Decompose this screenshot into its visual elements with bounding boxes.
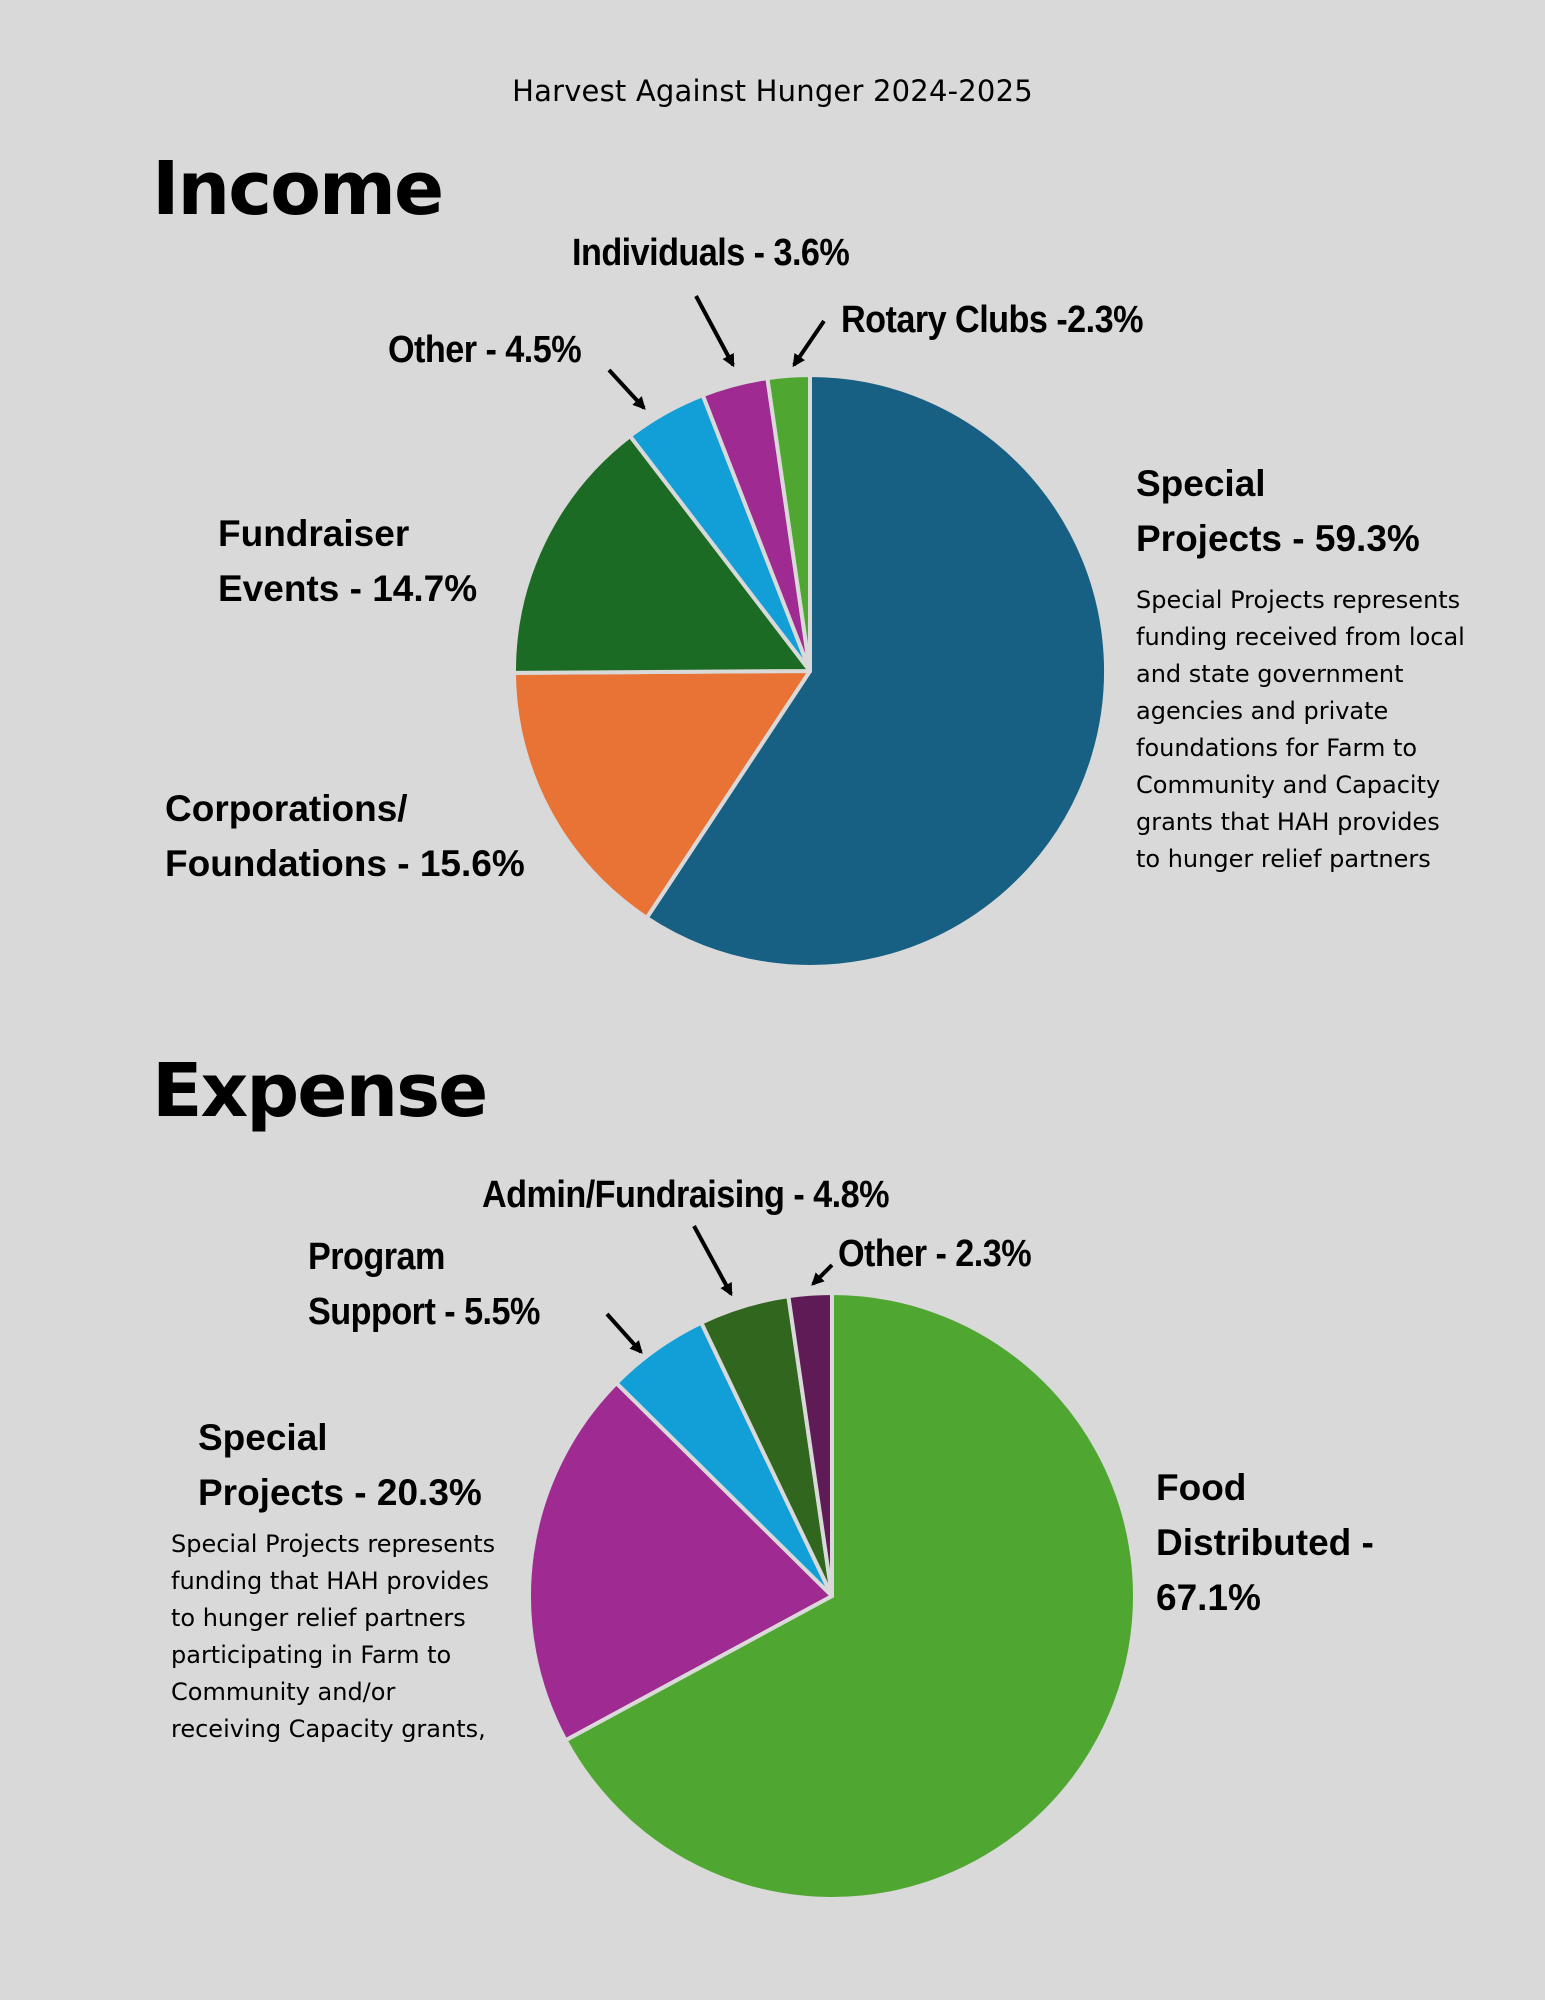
note-line: funding that HAH provides: [171, 1567, 489, 1595]
note-line: Special Projects represents: [171, 1530, 496, 1558]
expense-slice-other: [786, 1291, 834, 1598]
income-label-special-projects-line2: Projects - 59.3%: [1136, 518, 1420, 559]
income-label-corporations-line2: Foundations - 15.6%: [165, 843, 525, 884]
income-label-special-projects-line1: Special: [1136, 463, 1266, 504]
expense-heading: Expense: [152, 1048, 488, 1134]
expense-slice-food-distributed: [563, 1291, 1137, 1901]
expense-label-other: Other - 2.3%: [838, 1233, 1032, 1275]
note-line: and state government: [1136, 660, 1404, 688]
expense-label-special-projects-line1: Special: [198, 1417, 328, 1458]
page-title: Harvest Against Hunger 2024-2025: [512, 74, 1033, 108]
income-label-individuals: Individuals - 3.6%: [572, 232, 850, 274]
income-label-corporations-foundations: Corporations/ Foundations - 15.6%: [165, 781, 525, 891]
note-line: to hunger relief partners: [171, 1604, 466, 1632]
expense-slice-special-projects: [527, 1381, 834, 1743]
note-line: agencies and private: [1136, 697, 1389, 725]
note-line: Community and/or: [171, 1678, 396, 1706]
note-line: Special Projects represents: [1136, 586, 1461, 614]
expense-label-special-projects: Special Projects - 20.3%: [198, 1410, 482, 1520]
expense-label-program-support-line1: Program: [308, 1236, 445, 1278]
income-slice-special-projects: [644, 373, 1108, 969]
income-label-fundraiser-line2: Events - 14.7%: [218, 568, 478, 609]
expense-label-admin-fundraising: Admin/Fundraising - 4.8%: [482, 1174, 890, 1216]
expense-label-food-distributed: Food Distributed - 67.1%: [1156, 1460, 1374, 1625]
income-label-other: Other - 4.5%: [388, 329, 582, 371]
income-label-rotary-clubs: Rotary Clubs -2.3%: [841, 299, 1144, 341]
expense-label-food-line1: Food: [1156, 1467, 1247, 1508]
expense-special-projects-note: Special Projects represents funding that…: [171, 1526, 511, 1748]
note-line: participating in Farm to: [171, 1641, 452, 1669]
expense-label-food-line2: Distributed -: [1156, 1522, 1374, 1563]
note-line: foundations for Farm to: [1136, 734, 1418, 762]
note-line: receiving Capacity grants,: [171, 1715, 486, 1743]
note-line: funding received from local: [1136, 623, 1465, 651]
income-label-corporations-line1: Corporations/: [165, 788, 408, 829]
expense-label-special-projects-line2: Projects - 20.3%: [198, 1472, 482, 1513]
income-heading: Income: [152, 146, 444, 232]
note-line: Community and Capacity: [1136, 771, 1441, 799]
expense-label-food-line3: 67.1%: [1156, 1577, 1261, 1618]
expense-label-program-support-line2: Support - 5.5%: [308, 1291, 540, 1333]
income-slice-corporations-foundations: [512, 669, 812, 920]
expense-label-program-support: Program Support - 5.5%: [308, 1230, 540, 1340]
note-line: to hunger relief partners: [1136, 845, 1431, 873]
note-line: grants that HAH provides: [1136, 808, 1440, 836]
income-label-special-projects: Special Projects - 59.3%: [1136, 456, 1420, 566]
income-label-fundraiser-events: Fundraiser Events - 14.7%: [218, 506, 477, 616]
income-label-fundraiser-line1: Fundraiser: [218, 513, 410, 554]
income-special-projects-note: Special Projects represents funding rece…: [1136, 582, 1476, 878]
income-slice-fundraiser-events: [512, 433, 812, 675]
income-slice-rotary-clubs: [765, 373, 812, 673]
